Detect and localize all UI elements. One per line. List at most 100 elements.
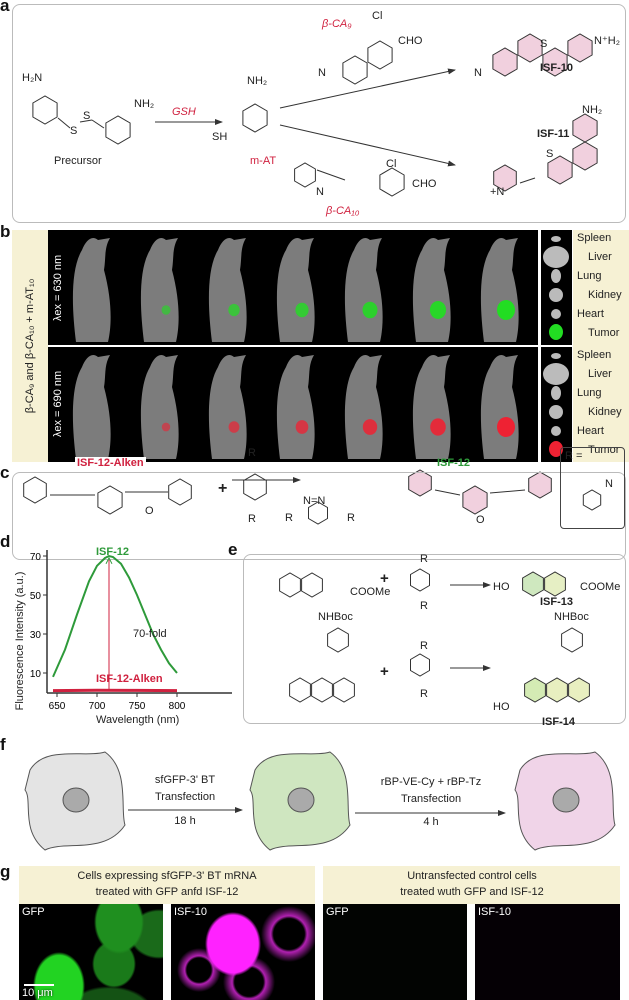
tumor-signal bbox=[430, 418, 446, 436]
group2-title-2: treated wuth GFP and ISF-12 bbox=[400, 886, 544, 898]
ring bbox=[410, 568, 430, 592]
isf13-coome: COOMe bbox=[580, 581, 621, 593]
tz-r-bottom: R bbox=[248, 513, 256, 525]
organ-label-bar bbox=[573, 230, 629, 462]
panel-g-label: g bbox=[0, 862, 11, 881]
scale-bar bbox=[24, 984, 54, 986]
mouse-silhouette bbox=[480, 238, 519, 342]
isf11-nh2: NH₂ bbox=[582, 104, 603, 116]
y-tick-label: 70 bbox=[30, 552, 42, 563]
ca9-n: N bbox=[318, 67, 326, 79]
organ-label-heart: Heart bbox=[577, 308, 604, 320]
pyridazine-r2: R bbox=[347, 512, 355, 524]
group2-header bbox=[323, 866, 620, 904]
mouse-silhouette bbox=[344, 355, 383, 459]
isf12-ring bbox=[528, 471, 552, 499]
ca9-cl: Cl bbox=[372, 10, 383, 22]
precursor-h2n: H₂N bbox=[22, 72, 43, 84]
reaction-arrow-isf11 bbox=[279, 124, 456, 167]
isf11-label: ISF-11 bbox=[537, 128, 570, 140]
plus-sign-e2: + bbox=[380, 663, 389, 680]
r-definition-box bbox=[560, 447, 625, 529]
pyridine-n: N bbox=[605, 478, 613, 490]
tz-e2-r-bottom: R bbox=[420, 688, 428, 700]
tumor-signal bbox=[295, 302, 309, 318]
isf14-nhboc: NHBoc bbox=[554, 611, 589, 623]
isf11-s: S bbox=[546, 148, 554, 160]
mat-nh2: NH₂ bbox=[247, 75, 268, 87]
scale-bar-label: 10 μm bbox=[22, 987, 53, 999]
micrograph-isf10-control: ISF-10 bbox=[475, 904, 620, 1000]
y-axis-label: Fluorescence Intensity (a.u.) bbox=[14, 571, 26, 711]
step1-time: 18 h bbox=[174, 815, 196, 827]
mouse-silhouette bbox=[276, 238, 315, 342]
tz-r-top: R bbox=[248, 447, 256, 459]
ring bbox=[97, 485, 123, 515]
micrograph-isf10-transfected: ISF-10 bbox=[171, 904, 315, 1000]
ca10-cho: CHO bbox=[412, 178, 437, 190]
ca10-label: β-CA₁₀ bbox=[326, 205, 360, 217]
organ-heart bbox=[551, 426, 561, 436]
isf14-label: ISF-14 bbox=[542, 716, 576, 728]
step2-time: 4 h bbox=[423, 816, 439, 828]
organ-label-liver: Liver bbox=[588, 251, 612, 263]
ring bbox=[243, 473, 267, 501]
condition-bar bbox=[12, 230, 48, 462]
mouse-silhouette bbox=[412, 355, 451, 459]
mouse-silhouette bbox=[72, 355, 111, 459]
organ-label-tumor: Tumor bbox=[588, 327, 620, 339]
ca9-cho: CHO bbox=[398, 35, 423, 47]
step2-method: Transfection bbox=[400, 793, 462, 805]
step1-method: Transfection bbox=[154, 791, 216, 803]
channel-label: ISF-10 bbox=[174, 906, 208, 918]
panel-b-label: b bbox=[0, 222, 11, 241]
tumor-signal bbox=[228, 421, 240, 433]
ring bbox=[379, 167, 405, 197]
panel-c-box bbox=[12, 472, 626, 560]
group2-title-1: Untransfected control cells bbox=[407, 870, 537, 882]
isf10-nh2: N⁺H₂ bbox=[594, 35, 620, 47]
emission-chart: 650 700 750 800 10 30 50 70 bbox=[30, 550, 232, 712]
organ-liver bbox=[543, 363, 569, 385]
fluorescein-nhboc: NHBoc bbox=[318, 611, 353, 623]
micrograph-gfp-transfected: GFP 10 μm bbox=[19, 904, 163, 1000]
ring bbox=[367, 40, 393, 70]
isf12-ring bbox=[408, 469, 432, 497]
organ-tumor bbox=[549, 441, 563, 457]
ring bbox=[410, 653, 430, 677]
series-label-isf12-alken: ISF-12-Alken bbox=[96, 673, 163, 685]
isf12-o: O bbox=[476, 514, 485, 526]
tumor-signal bbox=[362, 301, 378, 319]
isf14-ring bbox=[546, 677, 568, 703]
series-line-isf-12 bbox=[52, 554, 178, 678]
excitation-630-label: λex = 630 nm bbox=[52, 254, 64, 322]
r-definition-label: R = bbox=[565, 450, 583, 462]
panel-a-box bbox=[12, 4, 626, 223]
organ-spleen bbox=[551, 353, 561, 359]
panel-f-label: f bbox=[0, 735, 6, 754]
bond bbox=[316, 169, 346, 181]
mouse-silhouette bbox=[208, 355, 247, 459]
tumor-signal bbox=[161, 422, 171, 432]
pyridine-ring bbox=[582, 489, 602, 511]
tumor-signal bbox=[295, 420, 309, 434]
bond bbox=[57, 117, 71, 129]
organ-label-kidney: Kidney bbox=[588, 406, 622, 418]
isf10-ring bbox=[492, 47, 518, 77]
tz-e1-r-bottom: R bbox=[420, 600, 428, 612]
group1-header bbox=[19, 866, 315, 904]
precursor-label: Precursor bbox=[54, 155, 102, 167]
ca9-label: β-CA₉ bbox=[322, 18, 352, 30]
ring bbox=[561, 627, 583, 653]
group1-title-1: Cells expressing sfGFP-3' BT mRNA bbox=[77, 870, 257, 882]
isf10-ring bbox=[517, 33, 543, 63]
ring bbox=[308, 501, 328, 525]
bond bbox=[91, 119, 105, 129]
ring bbox=[289, 677, 311, 703]
condition-label: β-CA₉ and β-CA₁₀ + m-AT₁₀ bbox=[24, 278, 36, 414]
x-axis-label: Wavelength (nm) bbox=[96, 714, 180, 726]
pyridazine-nn: N=N bbox=[303, 495, 326, 507]
precursor-s1: S bbox=[70, 125, 78, 137]
ring bbox=[301, 572, 323, 598]
